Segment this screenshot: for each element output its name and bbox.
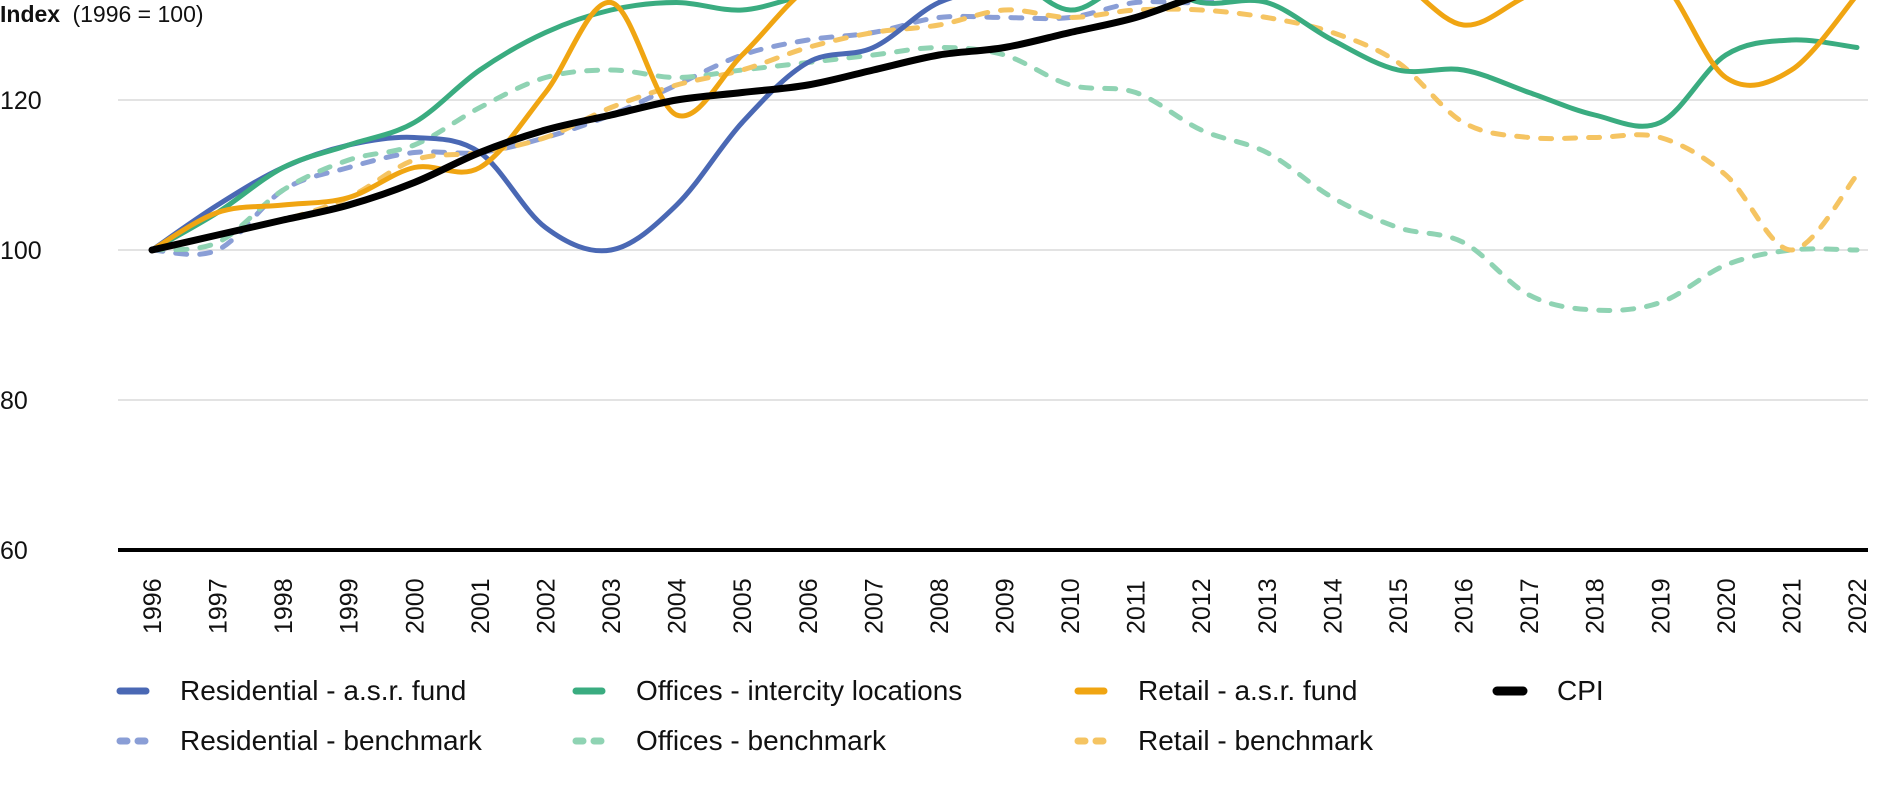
series-line-retail-benchmark <box>149 6 1860 253</box>
x-tick-label: 2003 <box>598 578 626 634</box>
x-tick-label: 2020 <box>1713 578 1741 634</box>
series-lines <box>148 0 1860 313</box>
x-axis-tick-labels: 1996 1997 1998 1999 2000 2001 2002 2003 2004 2005… <box>139 578 1872 634</box>
chart-title: Index (1996 = 100) <box>0 1 204 27</box>
legend-label: Retail - a.s.r. fund <box>1138 675 1357 706</box>
legend-label: Retail - benchmark <box>1138 725 1374 756</box>
x-tick-label: 1999 <box>336 578 364 634</box>
x-tick-label: 2016 <box>1451 578 1479 634</box>
legend-label: Residential - a.s.r. fund <box>180 675 466 706</box>
x-tick-label: 2022 <box>1844 578 1872 634</box>
legend-label: Offices - intercity locations <box>636 675 962 706</box>
x-tick-label: 2017 <box>1516 578 1544 634</box>
x-tick-label: 1997 <box>205 578 233 634</box>
x-tick-label: 2008 <box>926 578 954 634</box>
series-line-cpi <box>148 0 1197 254</box>
y-axis-tick-labels: 6080100120140160180 <box>0 87 42 565</box>
y-tick-label: 100 <box>0 237 42 265</box>
x-tick-label: 2019 <box>1647 578 1675 634</box>
series-line-offices-benchmark <box>149 45 1860 313</box>
legend-label: Offices - benchmark <box>636 725 887 756</box>
y-tick-label: 60 <box>0 537 28 565</box>
legend-item: CPI <box>1492 675 1604 706</box>
chart-title-main: Index <box>0 1 60 27</box>
legend-item: Residential - a.s.r. fund <box>116 675 466 706</box>
x-tick-label: 2007 <box>860 578 888 634</box>
series-line-retail-a-s-r-fund <box>149 0 1857 253</box>
y-tick-label: 120 <box>0 87 42 115</box>
legend: Residential - a.s.r. fund Offices - inter… <box>116 675 1604 756</box>
y-tick-label: 80 <box>0 387 28 415</box>
legend-label: CPI <box>1557 675 1604 706</box>
x-tick-label: 2009 <box>992 578 1020 634</box>
x-tick-label: 2004 <box>664 578 692 634</box>
legend-item: Retail - a.s.r. fund <box>1074 675 1357 706</box>
x-tick-label: 2011 <box>1123 580 1151 634</box>
x-tick-label: 2014 <box>1319 578 1347 634</box>
x-tick-label: 2018 <box>1582 578 1610 634</box>
x-tick-label: 1996 <box>139 578 167 634</box>
chart-title-note: (1996 = 100) <box>72 1 203 27</box>
legend-item: Retail - benchmark <box>1074 725 1374 756</box>
legend-item: Offices - benchmark <box>572 725 887 756</box>
series-line-offices-intercity-locations <box>149 0 1860 253</box>
legend-label: Residential - benchmark <box>180 725 483 756</box>
x-tick-label: 1998 <box>270 578 298 634</box>
x-tick-label: 2015 <box>1385 578 1413 634</box>
x-tick-label: 2000 <box>401 578 429 634</box>
x-tick-label: 2001 <box>467 578 495 634</box>
x-tick-label: 2021 <box>1778 578 1806 634</box>
legend-item: Residential - benchmark <box>116 725 483 756</box>
x-tick-label: 2010 <box>1057 578 1085 634</box>
x-tick-label: 2012 <box>1188 578 1216 634</box>
gridlines <box>118 99 1868 401</box>
series-line-residential-a-s-r-fund <box>149 0 953 254</box>
legend-item: Offices - intercity locations <box>572 675 962 706</box>
x-tick-label: 2013 <box>1254 578 1282 634</box>
x-tick-label: 2006 <box>795 578 823 634</box>
x-tick-label: 2005 <box>729 578 757 634</box>
x-tick-label: 2002 <box>532 578 560 634</box>
